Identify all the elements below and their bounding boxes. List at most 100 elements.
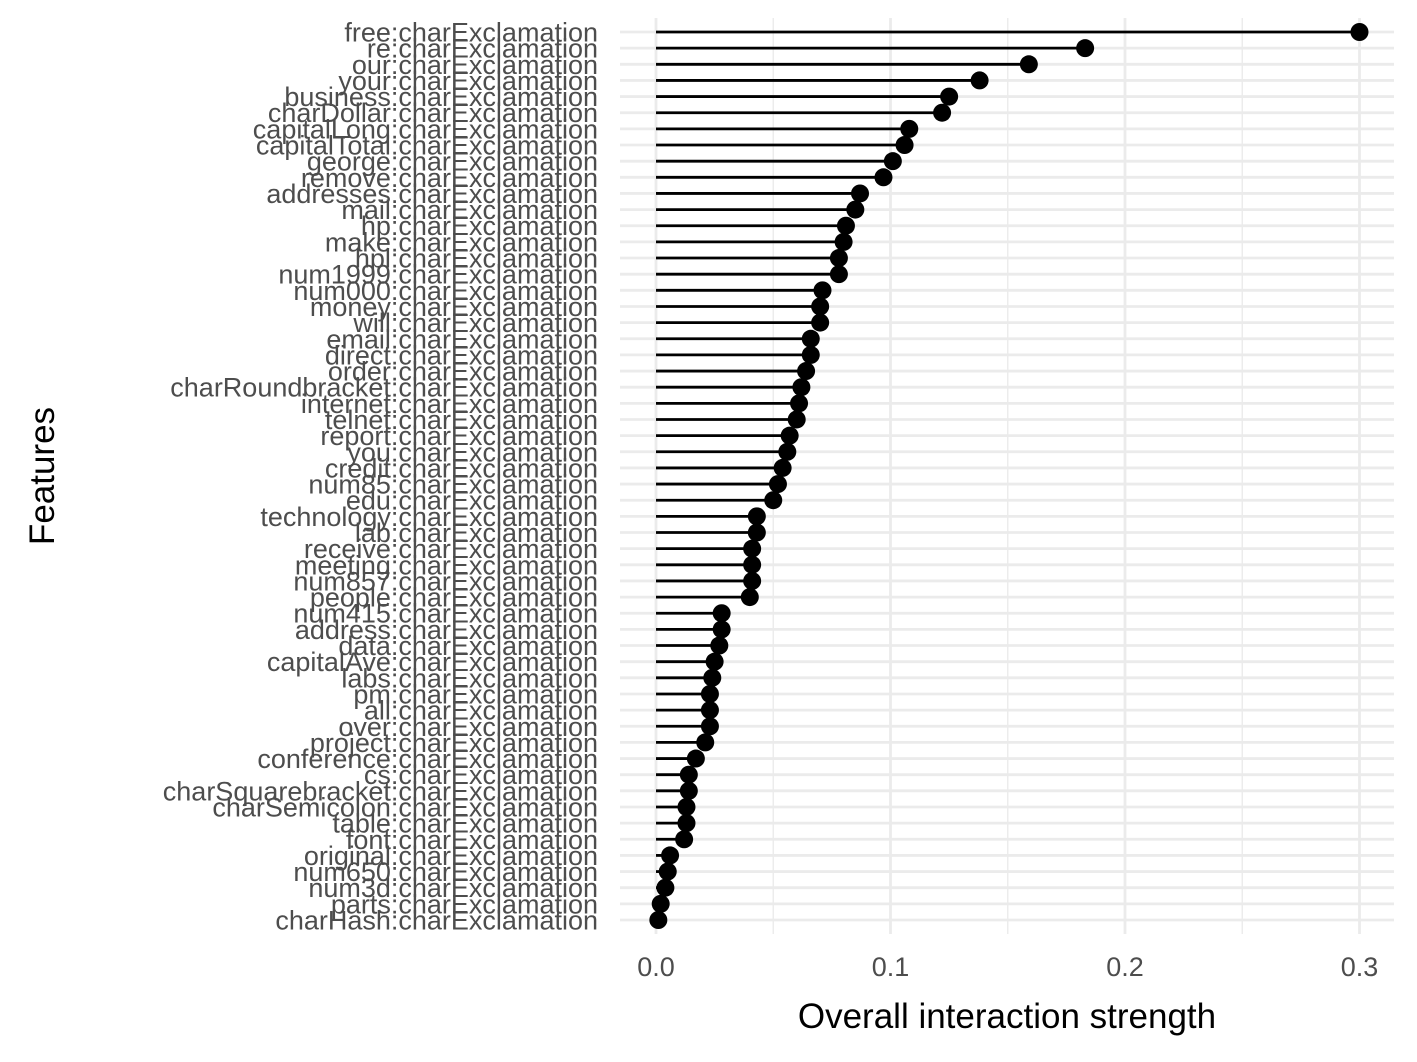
data-point	[797, 362, 816, 381]
y-tick-label: conference:charExclamation	[257, 744, 598, 774]
y-tick-label: num857:charExclamation	[293, 566, 598, 596]
data-point	[656, 878, 675, 897]
y-tick-label: original:charExclamation	[304, 841, 598, 871]
data-point	[883, 152, 902, 171]
data-point	[743, 571, 762, 590]
data-point	[1076, 39, 1095, 58]
y-tick-label: data:charExclamation	[338, 631, 598, 661]
data-point	[778, 442, 797, 461]
y-tick-label: re:charExclamation	[367, 34, 598, 64]
data-point	[811, 297, 830, 316]
y-tick-label: font:charExclamation	[346, 825, 598, 855]
y-tick-label: receive:charExclamation	[304, 534, 598, 564]
y-tick-label: edu:charExclamation	[346, 486, 598, 516]
y-tick-label: charHash:charExclamation	[275, 906, 598, 936]
y-tick-label: direct:charExclamation	[325, 340, 598, 370]
x-tick-label: 0.2	[1106, 952, 1144, 982]
data-point	[696, 733, 715, 752]
y-tick-label: table:charExclamation	[332, 809, 598, 839]
y-tick-label: over:charExclamation	[338, 712, 598, 742]
data-point	[787, 410, 806, 429]
data-point	[712, 604, 731, 623]
data-point	[649, 911, 668, 929]
data-point	[801, 345, 820, 364]
data-point	[651, 894, 670, 913]
data-point	[747, 523, 766, 542]
data-point	[970, 71, 989, 90]
data-point	[768, 475, 787, 494]
y-tick-label: num1999:charExclamation	[278, 260, 598, 290]
y-tick-label: mail:charExclamation	[341, 195, 598, 225]
y-tick-label: charSquarebracket:charExclamation	[163, 776, 598, 806]
data-point	[661, 846, 680, 865]
data-point	[747, 507, 766, 526]
y-tick-label: telnet:charExclamation	[325, 405, 598, 435]
y-tick-label: make:charExclamation	[325, 227, 598, 257]
data-point	[679, 781, 698, 800]
data-point	[811, 313, 830, 332]
y-tick-label: addresses:charExclamation	[266, 179, 598, 209]
horizontal-gridlines	[620, 30, 1394, 922]
y-tick-label: address:charExclamation	[295, 615, 598, 645]
y-tick-label: order:charExclamation	[328, 357, 598, 387]
data-point	[1019, 55, 1038, 74]
data-point	[677, 797, 696, 816]
data-point	[740, 588, 759, 607]
y-tick-label: all:charExclamation	[364, 696, 598, 726]
y-tick-label: hpl:charExclamation	[355, 244, 598, 274]
x-axis-title: Overall interaction strength	[798, 997, 1216, 1036]
y-tick-label: business:charExclamation	[284, 82, 598, 112]
data-point	[790, 394, 809, 413]
data-point	[895, 136, 914, 155]
y-axis-title: Features	[23, 407, 62, 545]
y-tick-label: internet:charExclamation	[301, 389, 598, 419]
y-tick-label: free:charExclamation	[344, 18, 598, 48]
data-point	[686, 749, 705, 768]
data-point	[900, 119, 919, 138]
y-tick-label: num000:charExclamation	[293, 276, 598, 306]
data-point	[773, 458, 792, 477]
data-point	[851, 184, 870, 203]
y-tick-label: report:charExclamation	[320, 421, 598, 451]
y-tick-label: your:charExclamation	[338, 66, 598, 96]
vertical-gridlines	[654, 18, 1361, 934]
y-tick-label: num85:charExclamation	[308, 470, 598, 500]
y-tick-label: people:charExclamation	[310, 583, 598, 613]
x-tick-label: 0.1	[872, 952, 910, 982]
y-tick-label: lab:charExclamation	[355, 518, 598, 548]
data-point	[677, 814, 696, 833]
y-tick-label: charSemicolon:charExclamation	[212, 792, 598, 822]
y-tick-label: charRoundbracket:charExclamation	[170, 373, 598, 403]
data-point	[658, 862, 677, 881]
data-point	[874, 168, 893, 187]
x-tick-label: 0.0	[637, 952, 675, 982]
y-tick-label: parts:charExclamation	[331, 889, 598, 919]
y-tick-label: george:charExclamation	[307, 147, 598, 177]
data-point	[700, 701, 719, 720]
y-tick-label: remove:charExclamation	[301, 163, 598, 193]
data-point	[801, 329, 820, 348]
y-tick-label: num415:charExclamation	[293, 599, 598, 629]
y-tick-label: capitalLong:charExclamation	[253, 114, 598, 144]
data-point	[792, 378, 811, 397]
data-point	[700, 717, 719, 736]
data-point	[679, 765, 698, 784]
data-point	[829, 249, 848, 268]
data-point	[940, 87, 959, 106]
y-tick-label: our:charExclamation	[352, 50, 598, 80]
y-tick-label: capitalAve:charExclamation	[267, 647, 598, 677]
lollipop-stems	[656, 30, 1360, 922]
lollipop-dots	[649, 23, 1369, 929]
data-point	[710, 636, 729, 655]
data-point	[743, 555, 762, 574]
y-axis-tick-labels: free:charExclamationre:charExclamationou…	[163, 18, 598, 936]
data-point	[743, 539, 762, 558]
y-tick-label: technology:charExclamation	[260, 502, 598, 532]
y-tick-label: pm:charExclamation	[353, 679, 598, 709]
y-tick-label: meeting:charExclamation	[295, 550, 598, 580]
data-point	[703, 668, 722, 687]
y-tick-label: credit:charExclamation	[325, 453, 598, 483]
x-axis-tick-labels: 0.0 0.1 0.2 0.3	[637, 952, 1378, 982]
data-point	[813, 281, 832, 300]
